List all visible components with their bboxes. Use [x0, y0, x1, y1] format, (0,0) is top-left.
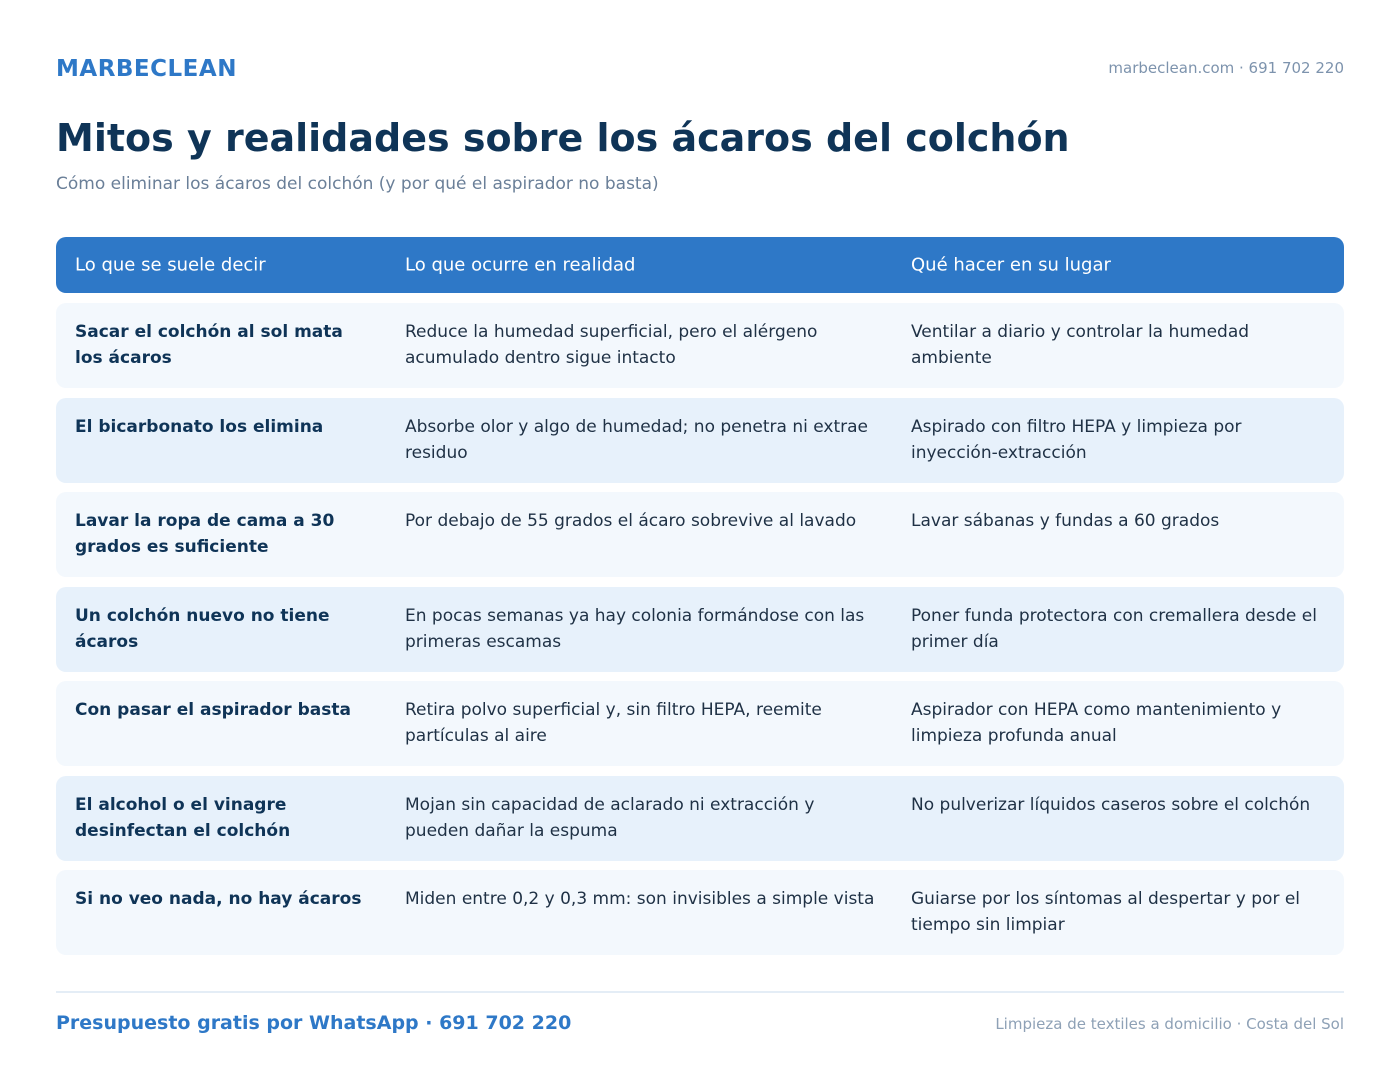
- myth-cell: Lavar la ropa de cama a 30 grados es suf…: [75, 511, 335, 557]
- reality-cell: En pocas semanas ya hay colonia formándo…: [405, 605, 865, 652]
- reality-cell: Mojan sin capacidad de aclarado ni extra…: [405, 794, 815, 841]
- whatsapp-cta[interactable]: Presupuesto gratis por WhatsApp · 691 70…: [56, 1012, 572, 1034]
- action-cell: Lavar sábanas y fundas a 60 grados: [911, 511, 1220, 531]
- table-row: Sacar el colchón al sol mata los ácaros …: [56, 303, 1344, 388]
- contact-info: marbeclean.com · 691 702 220: [1108, 59, 1344, 77]
- footer-divider: [56, 991, 1344, 993]
- reality-cell: Por debajo de 55 grados el ácaro sobrevi…: [405, 511, 857, 531]
- action-cell: Guiarse por los síntomas al despertar y …: [911, 889, 1301, 935]
- brand-logo: MARBECLEAN: [56, 56, 237, 82]
- page-subtitle: Cómo eliminar los ácaros del colchón (y …: [56, 174, 659, 194]
- reality-cell: Reduce la humedad superficial, pero el a…: [405, 322, 818, 368]
- action-cell: Aspirado con filtro HEPA y limpieza por …: [911, 416, 1242, 463]
- header-reality: Lo que ocurre en realidad: [405, 254, 636, 276]
- myth-cell: El alcohol o el vinagre desinfectan el c…: [75, 794, 291, 841]
- myth-cell: Sacar el colchón al sol mata los ácaros: [75, 322, 343, 368]
- action-cell: Ventilar a diario y controlar la humedad…: [911, 322, 1250, 368]
- page-title: Mitos y realidades sobre los ácaros del …: [56, 116, 1070, 160]
- myth-cell: Un colchón nuevo no tiene ácaros: [75, 605, 330, 652]
- myth-cell: Con pasar el aspirador basta: [75, 700, 351, 720]
- reality-cell: Retira polvo superficial y, sin filtro H…: [405, 700, 822, 746]
- footer-note: Limpieza de textiles a domicilio · Costa…: [995, 1015, 1344, 1033]
- table-row: Lavar la ropa de cama a 30 grados es suf…: [56, 492, 1344, 577]
- action-cell: Poner funda protectora con cremallera de…: [911, 605, 1317, 652]
- table-row: El bicarbonato los elimina Absorbe olor …: [56, 397, 1344, 483]
- action-cell: Aspirador con HEPA como mantenimiento y …: [911, 700, 1282, 746]
- table-row: El alcohol o el vinagre desinfectan el c…: [56, 775, 1344, 861]
- table-row: Con pasar el aspirador basta Retira polv…: [56, 681, 1344, 766]
- table-row: Si no veo nada, no hay ácaros Miden entr…: [56, 870, 1344, 955]
- reality-cell: Miden entre 0,2 y 0,3 mm: son invisibles…: [405, 889, 875, 909]
- table-row: Un colchón nuevo no tiene ácaros En poca…: [56, 586, 1344, 672]
- header: MARBECLEAN marbeclean.com · 691 702 220: [56, 56, 1344, 82]
- action-cell: No pulverizar líquidos caseros sobre el …: [911, 794, 1311, 815]
- myth-cell: Si no veo nada, no hay ácaros: [75, 889, 362, 909]
- header-myth: Lo que se suele decir: [75, 254, 266, 276]
- header-action: Qué hacer en su lugar: [911, 254, 1111, 276]
- myths-table: Lo que se suele decir Lo que ocurre en r…: [56, 237, 1344, 965]
- reality-cell: Absorbe olor y algo de humedad; no penet…: [405, 416, 868, 463]
- myth-cell: El bicarbonato los elimina: [75, 416, 324, 437]
- table-header: Lo que se suele decir Lo que ocurre en r…: [56, 237, 1344, 293]
